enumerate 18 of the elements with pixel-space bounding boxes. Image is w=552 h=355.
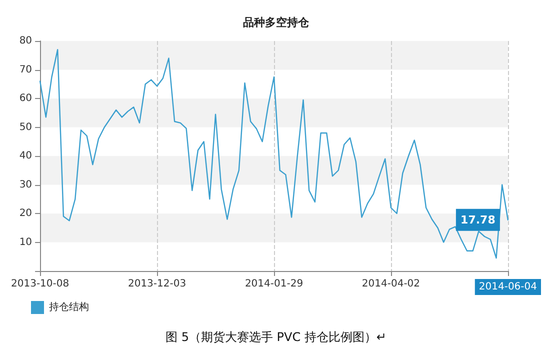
y-tick-label: 50 — [19, 122, 32, 133]
y-tick-label: 80 — [19, 36, 32, 46]
x-tick-label: 2013-12-03 — [128, 278, 186, 290]
y-tick-label: 40 — [19, 150, 32, 162]
x-tick-label: 2014-06-04 — [478, 282, 538, 292]
y-tick-label: 60 — [19, 93, 32, 104]
line-series — [39, 49, 509, 259]
legend-label: 持仓结构 — [49, 301, 89, 313]
y-tick-label: 30 — [19, 179, 32, 190]
x-tick-label: 2014-04-02 — [362, 278, 420, 290]
caption: 图 5（期货大赛选手 PVC 持仓比例图）↵ — [166, 330, 386, 344]
y-tick-label: 20 — [19, 208, 32, 219]
y-tick-label: 70 — [19, 64, 32, 76]
annotation: 17.78 — [460, 213, 496, 226]
y-tick-label: 10 — [19, 236, 32, 248]
x-tick-label: 2013-10-08 — [10, 278, 70, 290]
chart-title: 品种多空持仓 — [243, 16, 310, 29]
x-tick-label: 2014-01-29 — [244, 278, 304, 290]
